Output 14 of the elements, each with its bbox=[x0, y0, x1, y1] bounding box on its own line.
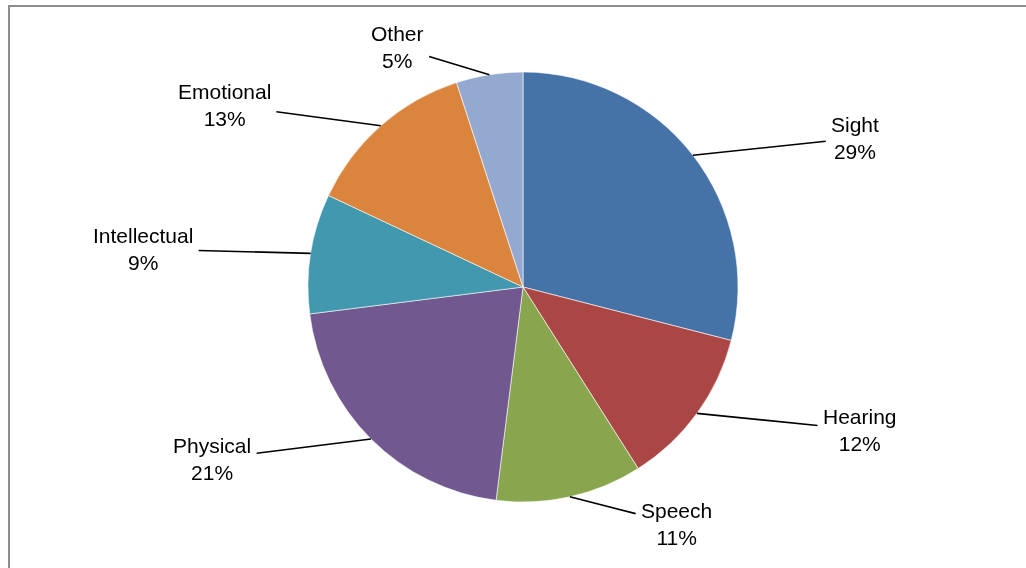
data-label: 13% bbox=[203, 107, 246, 131]
data-label: 29% bbox=[833, 140, 876, 164]
slice-label: Speech bbox=[641, 499, 713, 522]
slice-label: Emotional bbox=[178, 80, 272, 103]
slice-label: Physical bbox=[173, 434, 252, 457]
slice-label: Hearing bbox=[823, 405, 897, 428]
slice-label: Other bbox=[371, 22, 424, 45]
data-label: 12% bbox=[838, 432, 881, 456]
data-label: 5% bbox=[382, 49, 413, 73]
data-label: 9% bbox=[128, 251, 159, 275]
data-label: 21% bbox=[191, 461, 234, 485]
slice-label: Sight bbox=[831, 113, 880, 136]
data-label: 11% bbox=[656, 526, 697, 550]
slice-label: Intellectual bbox=[93, 224, 194, 247]
